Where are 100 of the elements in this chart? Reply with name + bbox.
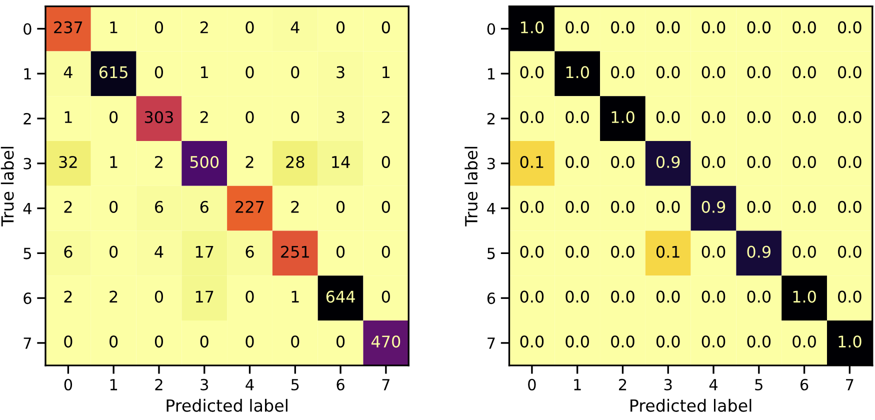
data-label: 0.0 <box>656 336 680 348</box>
y-tick-label: 1 <box>488 68 495 80</box>
data-label: 1 <box>110 22 118 34</box>
data-label: 0 <box>110 111 118 124</box>
data-label: 17 <box>196 290 214 302</box>
data-label: 0.0 <box>792 156 816 168</box>
data-label: 0.0 <box>702 66 726 78</box>
x-tick-label: 2 <box>618 378 626 390</box>
y-tick-label: 0 <box>24 23 32 35</box>
x-axis-title: Predicted label <box>630 398 752 412</box>
data-label: 470 <box>371 336 400 348</box>
data-label: 0.0 <box>792 111 816 124</box>
data-label: 0.0 <box>838 21 862 34</box>
data-label: 0 <box>110 336 118 348</box>
data-label: 0.0 <box>611 156 634 168</box>
data-label: 0.0 <box>520 200 544 213</box>
y-tick-label: 3 <box>24 158 32 170</box>
data-label: 0.0 <box>656 290 680 303</box>
data-label: 303 <box>144 111 173 124</box>
x-tick-label: 3 <box>664 378 672 390</box>
data-label: 1.0 <box>521 21 544 34</box>
data-label: 0 <box>291 111 300 124</box>
y-tick-label: 0 <box>487 23 496 35</box>
data-label: 0.0 <box>566 200 589 213</box>
data-label: 2 <box>200 21 208 34</box>
data-label: 0.0 <box>566 156 589 168</box>
data-label: 0 <box>246 66 254 78</box>
data-label: 0 <box>291 336 300 348</box>
data-label: 0.0 <box>611 336 634 348</box>
data-label: 0 <box>200 336 208 348</box>
x-tick-label: 1 <box>574 379 581 390</box>
data-label: 6 <box>246 246 254 258</box>
data-label: 0.9 <box>702 200 726 213</box>
data-label: 644 <box>326 290 355 303</box>
data-label: 0 <box>110 246 118 258</box>
data-label: 0 <box>110 200 118 213</box>
data-label: 6 <box>200 200 208 213</box>
y-tick-label: 7 <box>488 338 495 349</box>
data-label: 0.0 <box>656 111 680 124</box>
data-label: 1 <box>64 111 72 123</box>
data-label: 0.0 <box>792 66 816 78</box>
x-axis-title: Predicted label <box>166 398 288 412</box>
data-label: 0.0 <box>702 156 726 168</box>
data-label: 1 <box>201 66 208 78</box>
data-label: 2 <box>246 156 254 168</box>
data-label: 0.0 <box>838 200 862 213</box>
data-label: 0 <box>336 21 345 34</box>
data-label: 3 <box>336 66 344 78</box>
x-tick-label: 6 <box>336 378 344 390</box>
data-label: 14 <box>332 156 350 168</box>
data-label: 1.0 <box>838 336 862 348</box>
data-label: 0 <box>64 336 72 348</box>
data-label: 0.0 <box>792 21 816 34</box>
data-label: 0.0 <box>566 21 589 34</box>
y-tick-label: 1 <box>24 68 31 80</box>
data-label: 0.0 <box>520 246 544 258</box>
data-label: 0 <box>382 290 390 303</box>
data-label: 0.0 <box>747 290 771 303</box>
data-label: 0 <box>154 336 163 348</box>
data-label: 0.0 <box>792 246 816 258</box>
x-tick-label: 2 <box>155 378 162 390</box>
data-label: 6 <box>64 246 72 258</box>
data-label: 0 <box>382 200 390 213</box>
data-label: 0.0 <box>566 336 589 348</box>
x-tick-label: 4 <box>246 379 254 390</box>
y-tick-label: 2 <box>487 112 495 124</box>
y-axis-title: True label <box>464 146 478 226</box>
data-label: 0.0 <box>566 246 589 258</box>
data-label: 2 <box>200 111 208 123</box>
data-label: 0.0 <box>792 200 816 213</box>
data-label: 0 <box>382 21 390 34</box>
data-label: 1 <box>292 290 299 302</box>
data-label: 0 <box>336 336 345 348</box>
y-tick-label: 5 <box>488 248 495 260</box>
data-label: 0 <box>154 290 163 303</box>
data-label: 4 <box>154 246 164 258</box>
data-label: 0.9 <box>656 156 680 168</box>
data-label: 615 <box>99 66 128 78</box>
data-label: 1.0 <box>566 66 589 78</box>
data-label: 0.0 <box>656 200 680 213</box>
data-label: 0.0 <box>520 336 544 348</box>
data-label: 0.1 <box>656 246 680 258</box>
x-tick-label: 1 <box>110 379 118 390</box>
data-label: 0 <box>246 336 254 348</box>
data-label: 0.0 <box>566 111 589 124</box>
data-label: 2 <box>291 200 299 213</box>
x-tick-label: 0 <box>528 378 536 390</box>
data-label: 1 <box>110 156 118 168</box>
data-label: 0 <box>154 21 163 34</box>
x-tick-label: 3 <box>200 378 208 390</box>
data-label: 0.0 <box>520 66 544 78</box>
data-label: 2 <box>155 156 162 168</box>
data-label: 0.0 <box>702 336 726 348</box>
data-label: 0.0 <box>611 246 634 258</box>
data-label: 0.0 <box>611 21 634 34</box>
data-label: 4 <box>64 66 72 78</box>
data-label: 500 <box>190 156 219 168</box>
data-label: 0.0 <box>520 290 544 303</box>
y-tick-label: 6 <box>487 292 496 304</box>
y-tick-label: 4 <box>23 202 32 214</box>
